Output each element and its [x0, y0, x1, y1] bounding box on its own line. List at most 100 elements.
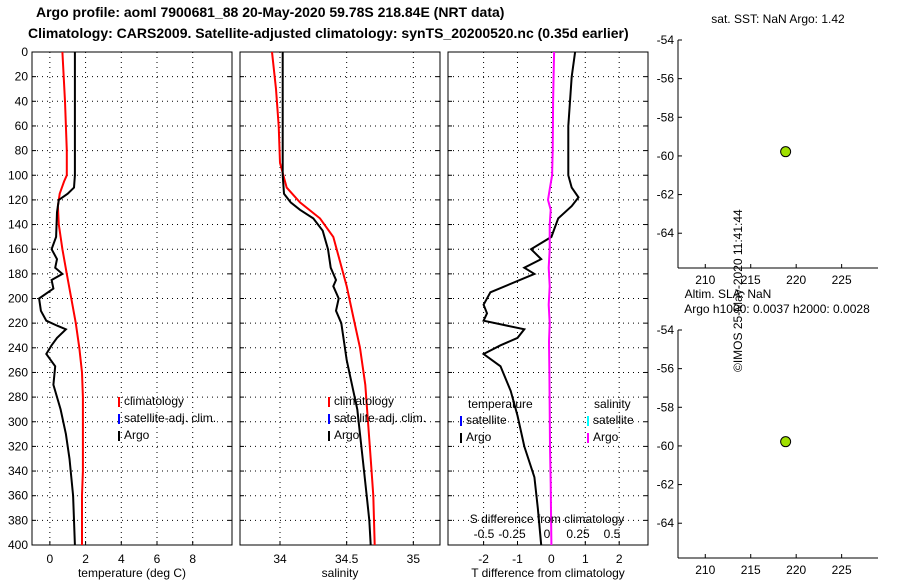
x-tick-label: -1 [512, 552, 523, 566]
top-tick-label: -0.25 [498, 527, 526, 541]
map-sla_map [677, 329, 878, 559]
legend-label: satellite-adj. clim. [334, 411, 426, 425]
y-tick-label: 160 [8, 242, 28, 256]
map-x-tick-label: 225 [832, 273, 852, 287]
panel-temperature [31, 51, 233, 546]
map-x-tick-label: 215 [741, 273, 761, 287]
legend-title: temperature [468, 397, 533, 411]
sst-map-title: sat. SST: NaN Argo: 1.42 [711, 12, 845, 26]
y-tick-label: 140 [8, 218, 28, 232]
y-tick-label: 60 [15, 119, 29, 133]
map-x-tick-label: 210 [695, 563, 715, 577]
x-tick-label: -2 [478, 552, 489, 566]
legend-swatch [328, 431, 330, 441]
map-x-tick-label: 225 [832, 563, 852, 577]
map-sst_map [677, 39, 878, 269]
map-y-tick-label: -56 [657, 72, 675, 86]
top-tick-label: 0.25 [566, 527, 590, 541]
legend-label: climatology [124, 394, 184, 408]
y-tick-label: 20 [15, 70, 29, 84]
y-tick-label: 340 [8, 464, 28, 478]
y-tick-label: 400 [8, 538, 28, 552]
figure-title-line2: Climatology: CARS2009. Satellite-adjuste… [28, 25, 629, 41]
x-tick-label: 8 [189, 552, 196, 566]
legend-label: Argo [334, 428, 360, 442]
legend-swatch [328, 414, 330, 424]
x-tick-label: 34 [273, 552, 287, 566]
legend-swatch [118, 431, 120, 441]
x-tick-label: 34.5 [335, 552, 359, 566]
y-tick-label: 240 [8, 341, 28, 355]
legend-swatch [587, 433, 589, 443]
x-tick-label: 1 [582, 552, 589, 566]
map-y-tick-label: -54 [657, 33, 675, 47]
x-axis-label: T difference from climatology [471, 566, 625, 580]
top-tick-label: 0 [544, 527, 551, 541]
y-tick-label: 220 [8, 316, 28, 330]
y-tick-label: 100 [8, 168, 28, 182]
map-y-tick-label: -58 [657, 400, 675, 414]
map-x-tick-label: 220 [786, 273, 806, 287]
y-tick-label: 300 [8, 415, 28, 429]
map-y-tick-label: -62 [657, 188, 675, 202]
map-x-tick-label: 220 [786, 563, 806, 577]
legend-swatch [118, 414, 120, 424]
legend-swatch [587, 416, 589, 426]
y-tick-label: 260 [8, 365, 28, 379]
legend-label: satellite [466, 413, 507, 427]
series-line [38, 52, 76, 546]
sla-map-title: Altim. SLA: NaN [685, 287, 772, 301]
legend-label: climatology [334, 394, 394, 408]
legend-swatch [118, 397, 120, 407]
x-tick-label: 6 [154, 552, 161, 566]
series-line [271, 51, 376, 546]
x-tick-label: 0 [47, 552, 54, 566]
map-y-tick-label: -64 [657, 226, 675, 240]
y-tick-label: 0 [21, 45, 28, 59]
legend-title: salinity [594, 397, 631, 411]
x-axis-label: temperature (deg C) [78, 566, 186, 580]
legend-swatch [460, 433, 462, 443]
map-x-tick-label: 215 [741, 563, 761, 577]
top-axis-label: S difference from climatology [470, 512, 625, 526]
y-tick-label: 360 [8, 489, 28, 503]
map-y-tick-label: -54 [657, 323, 675, 337]
series-line [546, 51, 556, 546]
legend-swatch [460, 416, 462, 426]
top-tick-label: 0.5 [604, 527, 621, 541]
top-tick-label: -0.5 [474, 527, 495, 541]
map-y-tick-label: -58 [657, 110, 675, 124]
map-y-tick-label: -60 [657, 149, 675, 163]
y-tick-label: 80 [15, 144, 29, 158]
x-tick-label: 2 [82, 552, 89, 566]
legend-label: satellite-adj. clim. [124, 411, 216, 425]
panel-difference [447, 51, 649, 546]
map-y-tick-label: -62 [657, 478, 675, 492]
series-line [481, 51, 580, 546]
map-y-tick-label: -60 [657, 439, 675, 453]
panel-salinity [239, 51, 441, 546]
y-tick-label: 320 [8, 439, 28, 453]
argo-position-marker [780, 436, 792, 448]
map-x-tick-label: 210 [695, 273, 715, 287]
figure-title-line1: Argo profile: aoml 7900681_88 20-May-202… [36, 4, 505, 20]
series-line [281, 52, 372, 546]
legend-label: Argo [593, 430, 619, 444]
legend-label: Argo [466, 430, 492, 444]
x-tick-label: 0 [548, 552, 555, 566]
map-y-tick-label: -56 [657, 362, 675, 376]
x-tick-label: 35 [407, 552, 421, 566]
x-tick-label: 2 [616, 552, 623, 566]
x-tick-label: 4 [118, 552, 125, 566]
y-tick-label: 180 [8, 267, 28, 281]
x-axis-label: salinity [322, 566, 359, 580]
y-tick-label: 280 [8, 390, 28, 404]
y-tick-label: 380 [8, 513, 28, 527]
argo-position-marker [780, 146, 792, 158]
y-tick-label: 200 [8, 292, 28, 306]
map-y-tick-label: -64 [657, 516, 675, 530]
y-tick-label: 120 [8, 193, 28, 207]
legend-label: satellite [593, 413, 634, 427]
series-line [56, 51, 84, 545]
